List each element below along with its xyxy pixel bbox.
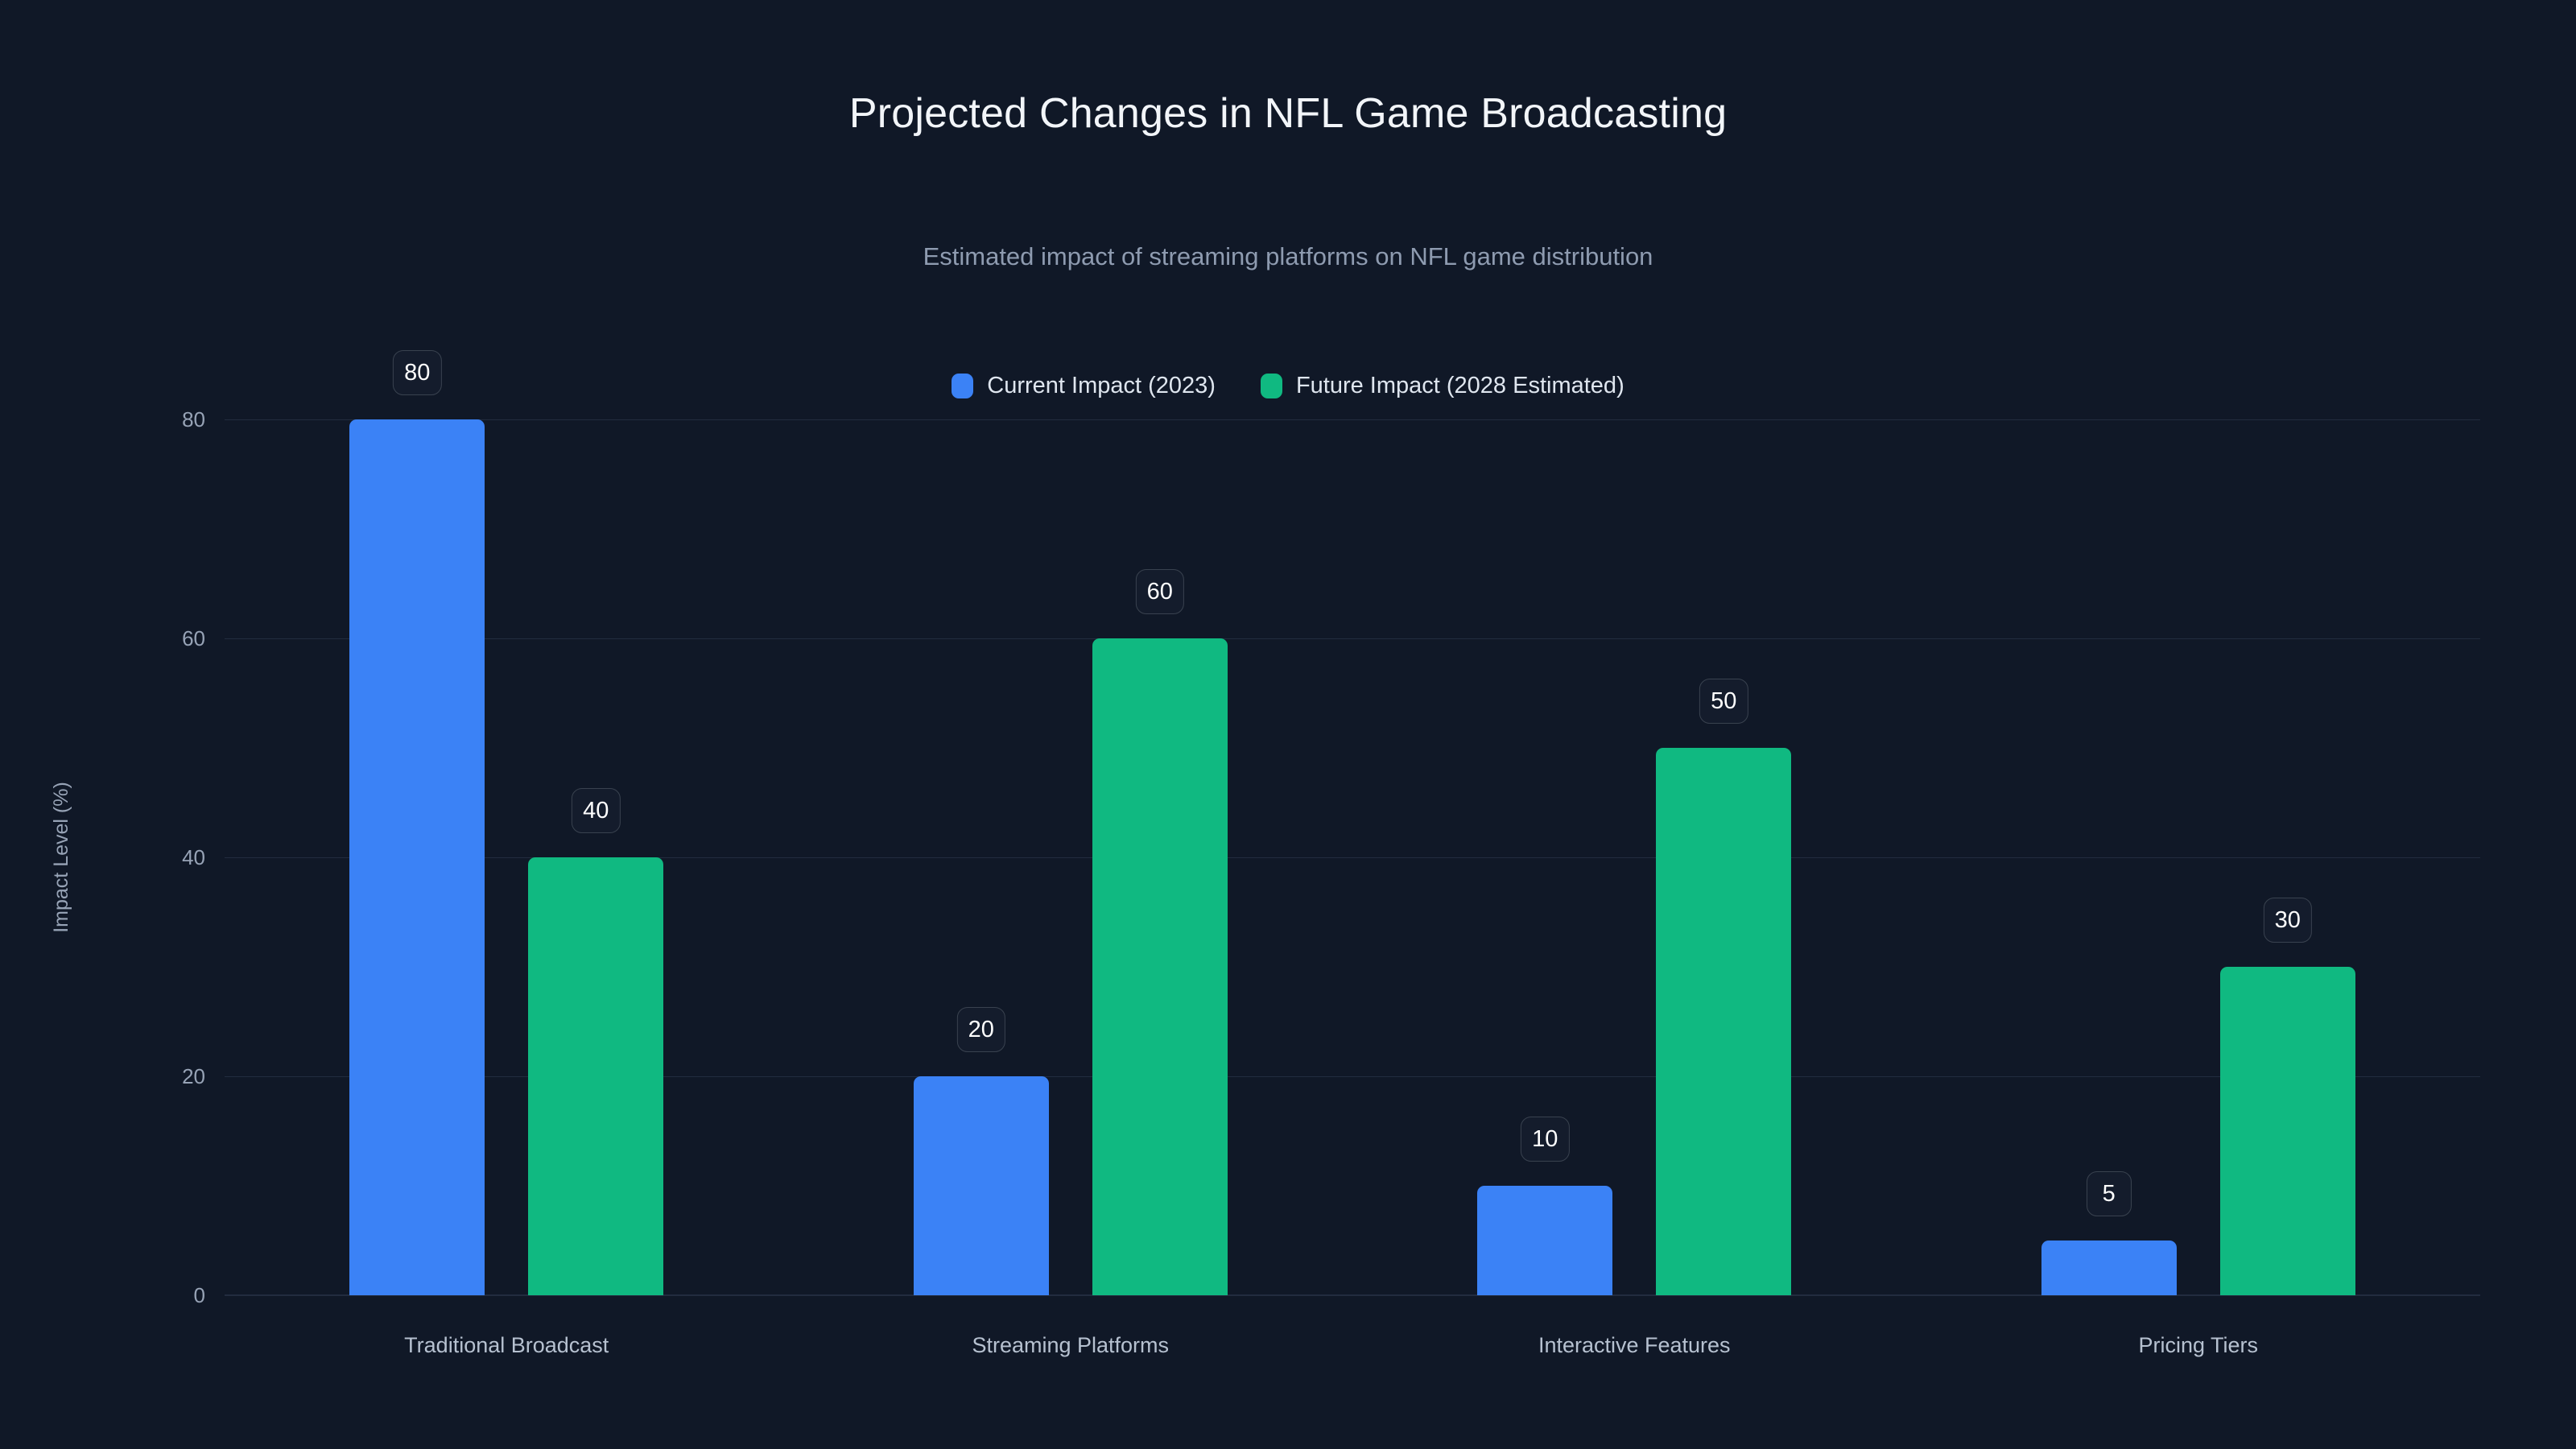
plot-area <box>225 419 2480 1296</box>
legend-item-0[interactable]: Current Impact (2023) <box>952 372 1216 399</box>
bar-value-label: 60 <box>1135 569 1184 614</box>
legend-item-label: Current Impact (2023) <box>987 373 1216 398</box>
y-axis-ticks: 0 20 40 60 80 <box>109 409 205 1306</box>
y-tick-label: 80 <box>182 407 205 431</box>
legend-swatch-icon <box>1260 373 1282 398</box>
gridline <box>225 419 2480 420</box>
chart-legend: Current Impact (2023) Future Impact (2028… <box>0 372 2576 399</box>
bar-value-label: 30 <box>2263 898 2312 943</box>
legend-swatch-icon <box>952 373 974 398</box>
x-axis-category-label: Streaming Platforms <box>972 1333 1170 1357</box>
chart-title: Projected Changes in NFL Game Broadcasti… <box>848 90 1728 137</box>
bar[interactable] <box>2041 1241 2177 1295</box>
chart-subtitle: Estimated impact of streaming platforms … <box>923 242 1653 270</box>
y-tick-label: 60 <box>182 626 205 650</box>
x-axis-category-label: Interactive Features <box>1538 1333 1731 1357</box>
y-axis-title: Impact Level (%) <box>50 782 72 933</box>
bar-value-label: 80 <box>393 350 442 395</box>
bar[interactable] <box>1656 748 1792 1295</box>
bar-value-label: 10 <box>1521 1117 1570 1162</box>
bar-value-label: 50 <box>1699 679 1748 724</box>
x-axis-baseline <box>225 1294 2480 1296</box>
x-axis-category-label: Pricing Tiers <box>2138 1333 2259 1357</box>
bar[interactable] <box>913 1076 1049 1295</box>
bar-value-label: 20 <box>956 1007 1005 1052</box>
bar[interactable] <box>2219 967 2355 1295</box>
legend-item-label: Future Impact (2028 Estimated) <box>1295 373 1624 398</box>
bar[interactable] <box>349 419 485 1295</box>
bar[interactable] <box>1092 638 1228 1295</box>
bar[interactable] <box>528 857 664 1295</box>
legend-item-1[interactable]: Future Impact (2028 Estimated) <box>1260 372 1624 399</box>
y-tick-label: 40 <box>182 845 205 869</box>
gridline <box>225 638 2480 639</box>
bar-value-label: 5 <box>2086 1171 2132 1216</box>
x-axis-category-label: Traditional Broadcast <box>404 1333 609 1357</box>
y-tick-label: 0 <box>193 1283 205 1307</box>
gridline <box>225 857 2480 858</box>
bar[interactable] <box>1477 1186 1613 1295</box>
gridline <box>225 1076 2480 1077</box>
bar-value-label: 40 <box>572 788 621 833</box>
y-tick-label: 20 <box>182 1064 205 1088</box>
